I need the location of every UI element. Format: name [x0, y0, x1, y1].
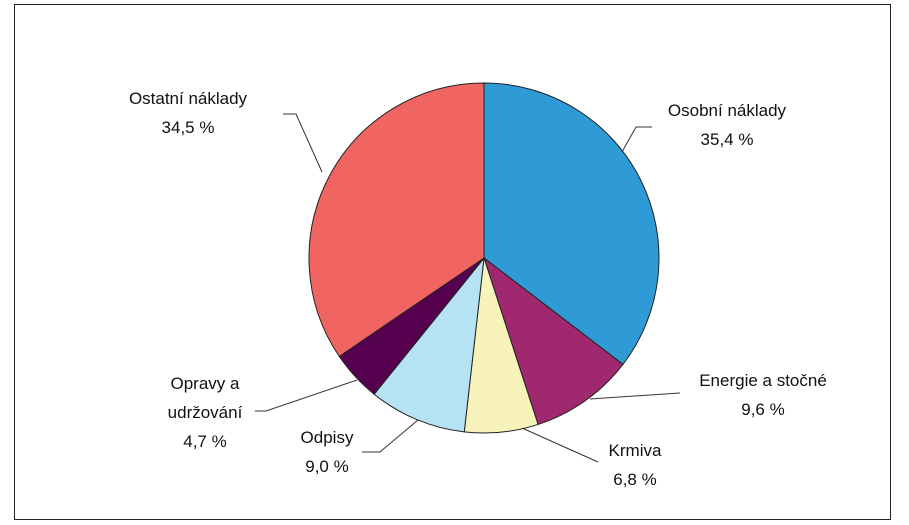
value-label: 9,0 %	[305, 457, 349, 476]
category-label: Krmiva	[608, 441, 662, 460]
slice-label: Osobní náklady 35,4 %	[627, 96, 827, 154]
category-label: Odpisy	[300, 428, 354, 447]
value-label: 34,5 %	[161, 118, 215, 137]
slice-label: Krmiva 6,8 %	[575, 436, 695, 494]
pie-slice	[483, 256, 624, 426]
leaders	[255, 113, 681, 463]
leader-line	[362, 419, 419, 453]
category-label: Opravy a udržování	[167, 374, 243, 422]
value-label: 6,8 %	[613, 470, 657, 489]
pie-slice	[308, 82, 485, 358]
slice-label: Energie a stočné 9,6 %	[663, 366, 863, 424]
value-label: 4,7 %	[183, 432, 227, 451]
slice-label: Ostatní náklady 34,5 %	[88, 84, 288, 142]
pie-slice	[373, 256, 485, 433]
value-label: 9,6 %	[741, 400, 785, 419]
leader-line	[621, 126, 652, 153]
slice-label: Odpisy 9,0 %	[267, 423, 387, 481]
leader-line	[255, 379, 358, 412]
leader-line	[589, 392, 681, 400]
leader-line	[283, 113, 323, 173]
category-label: Osobní náklady	[667, 101, 787, 120]
category-label: Energie a stočné	[699, 371, 827, 390]
leader-line	[521, 427, 599, 463]
slice-label: Opravy a udržování 4,7 %	[150, 369, 260, 456]
category-label: Ostatní náklady	[128, 89, 248, 108]
slices	[308, 82, 660, 434]
pie-slice	[483, 82, 660, 366]
value-label: 35,4 %	[700, 130, 754, 149]
